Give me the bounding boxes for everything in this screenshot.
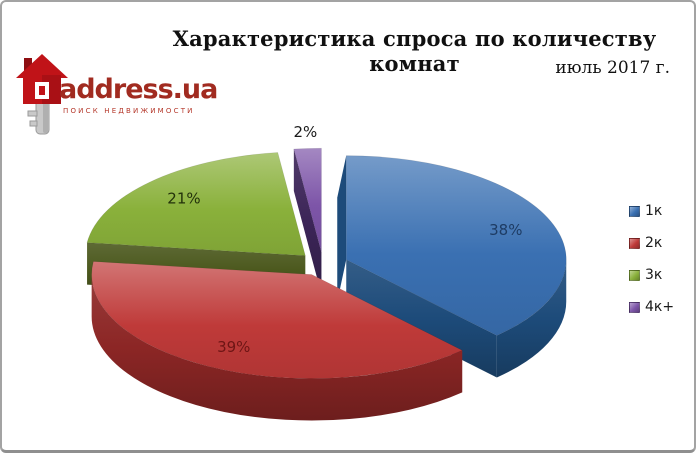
logo-tagline: поиск недвижимости bbox=[63, 107, 195, 115]
legend-item-4к+: 4к+ bbox=[629, 299, 674, 315]
legend-swatch-icon bbox=[629, 237, 640, 249]
pie-slice-1к: 38% bbox=[337, 155, 567, 378]
house-icon bbox=[16, 54, 68, 104]
key-icon bbox=[27, 97, 50, 135]
legend-item-label: 4к+ bbox=[645, 299, 675, 315]
addressua-logo-icon bbox=[16, 54, 68, 135]
chart-title: Характеристика спроса по количеству комн… bbox=[172, 26, 657, 76]
legend-item-2к: 2к bbox=[629, 235, 674, 251]
slice-value-label: 21% bbox=[167, 189, 200, 207]
chart-subtitle: июль 2017 г. bbox=[555, 58, 670, 78]
pie-slice-4к+: 2% bbox=[293, 123, 322, 295]
legend-item-label: 1к bbox=[645, 203, 663, 219]
slice-value-label: 38% bbox=[489, 221, 522, 239]
slice-value-label: 39% bbox=[217, 338, 250, 356]
legend-item-1к: 1к bbox=[629, 203, 674, 219]
legend-swatch-icon bbox=[629, 269, 640, 281]
legend: 1к 2к 3к 4к+ bbox=[629, 203, 674, 315]
legend-swatch-icon bbox=[629, 301, 640, 313]
legend-item-3к: 3к bbox=[629, 267, 674, 283]
pie-slice-2к: 39% bbox=[91, 261, 463, 421]
legend-item-label: 3к bbox=[645, 267, 663, 283]
slice-value-label: 2% bbox=[294, 123, 318, 141]
logo-brand-text: address.ua bbox=[59, 74, 218, 105]
legend-swatch-icon bbox=[629, 205, 640, 217]
legend-item-label: 2к bbox=[645, 235, 663, 251]
